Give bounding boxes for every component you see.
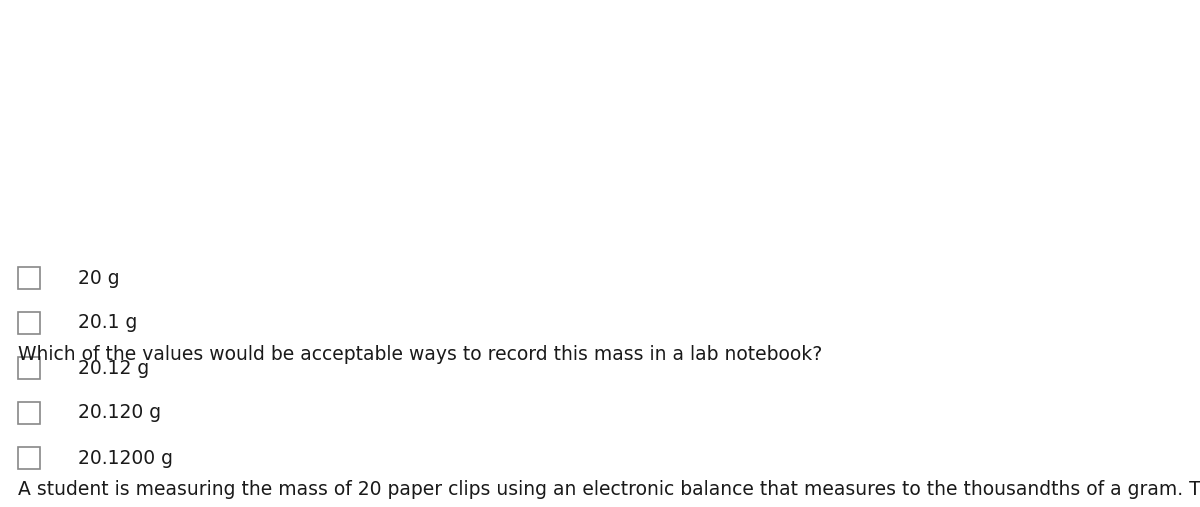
FancyBboxPatch shape: [18, 267, 40, 289]
Text: 20 g: 20 g: [78, 269, 120, 287]
Text: 20.120 g: 20.120 g: [78, 404, 161, 422]
FancyBboxPatch shape: [18, 447, 40, 469]
FancyBboxPatch shape: [18, 402, 40, 424]
FancyBboxPatch shape: [18, 357, 40, 379]
Text: A student is measuring the mass of 20 paper clips using an electronic balance th: A student is measuring the mass of 20 pa…: [18, 480, 1200, 507]
Text: 20.12 g: 20.12 g: [78, 358, 149, 378]
Text: 20.1 g: 20.1 g: [78, 313, 137, 333]
Text: Which of the values would be acceptable ways to record this mass in a lab notebo: Which of the values would be acceptable …: [18, 345, 822, 364]
FancyBboxPatch shape: [18, 312, 40, 334]
Text: 20.1200 g: 20.1200 g: [78, 449, 173, 467]
